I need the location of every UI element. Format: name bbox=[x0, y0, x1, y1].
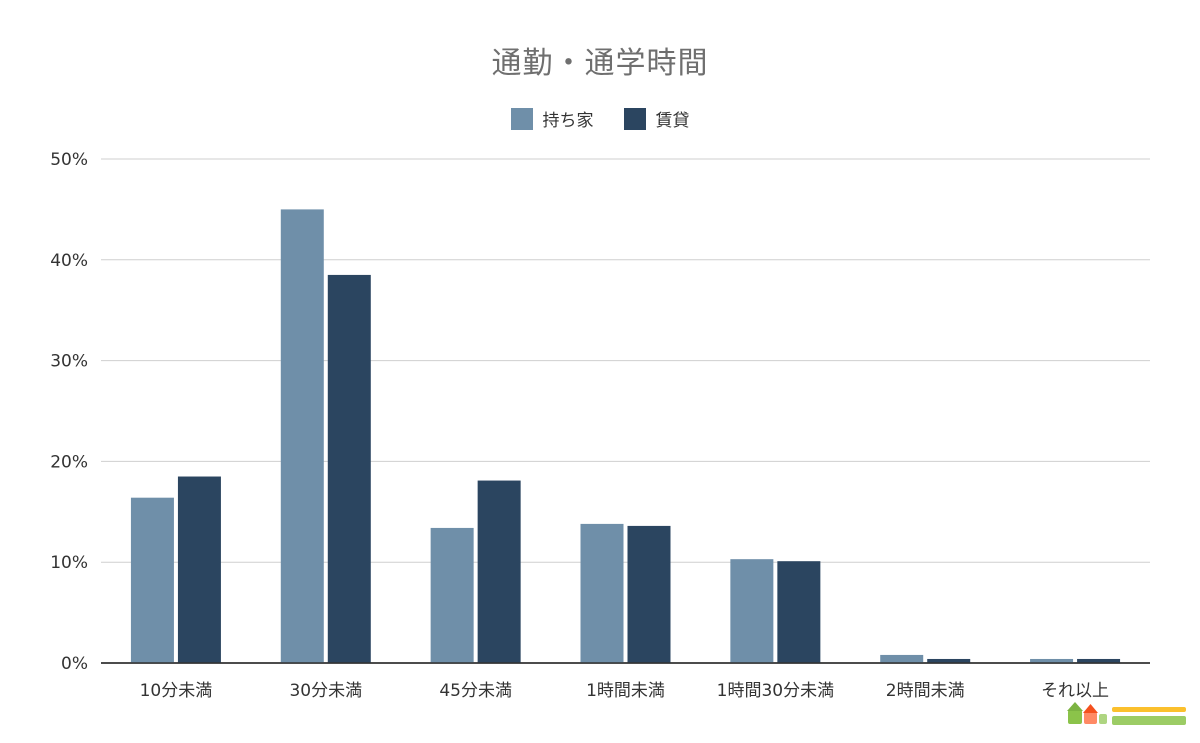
bar-owned bbox=[130, 497, 174, 663]
legend-item-rent: 賃貸 bbox=[623, 106, 690, 131]
bar-rent bbox=[777, 561, 821, 663]
y-tick-label: 0% bbox=[61, 654, 88, 674]
bar-rent bbox=[177, 476, 221, 663]
logo-watermark bbox=[1067, 702, 1186, 725]
legend-swatch-owned bbox=[510, 107, 533, 130]
bar-owned bbox=[1030, 658, 1074, 663]
x-tick-label: 1時間未満 bbox=[586, 681, 665, 701]
x-tick-label: 1時間30分未満 bbox=[717, 681, 834, 701]
bar-rent bbox=[327, 274, 371, 663]
x-tick-label: 30分未満 bbox=[289, 681, 362, 701]
x-tick-label: 10分未満 bbox=[140, 681, 213, 701]
legend: 持ち家 賃貸 bbox=[0, 106, 1200, 131]
bar-rent bbox=[477, 480, 521, 663]
y-tick-label: 20% bbox=[50, 452, 88, 472]
x-tick-label: 45分未満 bbox=[439, 681, 512, 701]
bar-owned bbox=[430, 527, 474, 663]
bar-rent bbox=[1077, 658, 1121, 663]
x-tick-label: 2時間未満 bbox=[886, 681, 965, 701]
legend-item-owned: 持ち家 bbox=[510, 106, 594, 131]
bar-owned bbox=[280, 209, 324, 663]
chart-title: 通勤・通学時間 bbox=[491, 46, 709, 81]
bar-rent bbox=[927, 658, 971, 663]
legend-swatch-rent bbox=[623, 107, 646, 130]
legend-label-owned: 持ち家 bbox=[542, 111, 594, 131]
x-tick-label: それ以上 bbox=[1041, 681, 1109, 701]
y-tick-label: 40% bbox=[50, 251, 88, 271]
bar-owned bbox=[880, 654, 924, 663]
y-tick-label: 50% bbox=[50, 150, 88, 170]
y-tick-label: 30% bbox=[50, 352, 88, 372]
bar-rent bbox=[627, 525, 671, 663]
bar-owned bbox=[730, 559, 774, 663]
legend-label-rent: 賃貸 bbox=[655, 111, 690, 131]
bar-owned bbox=[580, 523, 624, 663]
y-tick-label: 10% bbox=[50, 553, 88, 573]
